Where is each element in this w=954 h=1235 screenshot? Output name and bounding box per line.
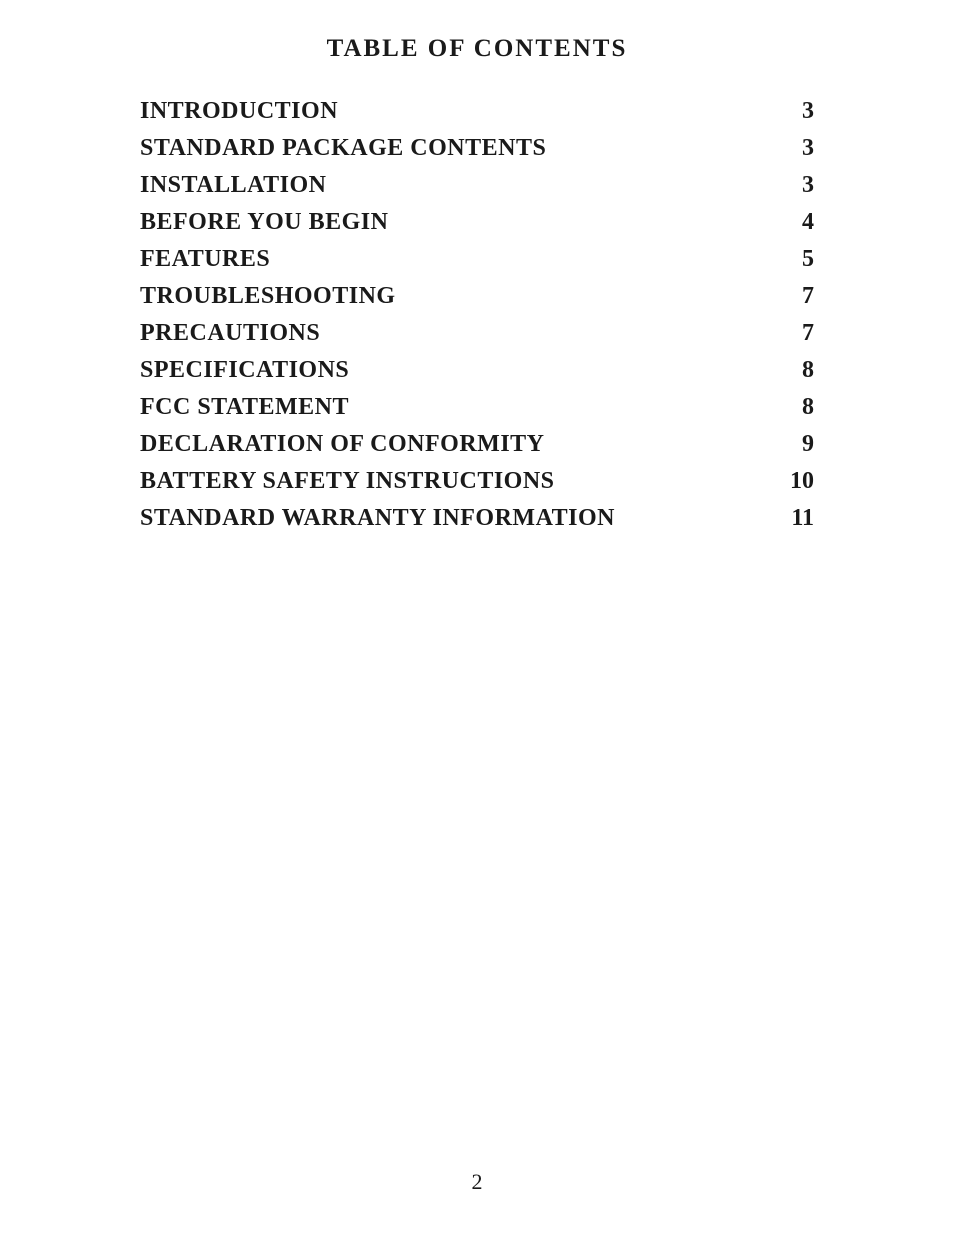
toc-label: FCC STATEMENT <box>140 394 349 421</box>
toc-row: BEFORE YOU BEGIN 4 <box>140 209 814 236</box>
toc-list: INTRODUCTION 3 STANDARD PACKAGE CONTENTS… <box>140 98 814 532</box>
toc-label: STANDARD WARRANTY INFORMATION <box>140 505 615 532</box>
toc-label: TROUBLESHOOTING <box>140 283 396 310</box>
toc-page: 8 <box>774 394 814 421</box>
page-title: TABLE OF CONTENTS <box>140 35 814 63</box>
toc-page: 7 <box>774 320 814 347</box>
toc-page: 9 <box>774 431 814 458</box>
toc-label: SPECIFICATIONS <box>140 357 349 384</box>
toc-label: BATTERY SAFETY INSTRUCTIONS <box>140 468 555 495</box>
toc-row: INTRODUCTION 3 <box>140 98 814 125</box>
toc-label: INTRODUCTION <box>140 98 338 125</box>
toc-page: 7 <box>774 283 814 310</box>
toc-page: 10 <box>774 468 814 495</box>
toc-label: FEATURES <box>140 246 270 273</box>
toc-row: TROUBLESHOOTING 7 <box>140 283 814 310</box>
toc-row: DECLARATION OF CONFORMITY 9 <box>140 431 814 458</box>
toc-label: STANDARD PACKAGE CONTENTS <box>140 135 546 162</box>
toc-row: INSTALLATION 3 <box>140 172 814 199</box>
toc-page: 11 <box>774 505 814 532</box>
toc-page: 3 <box>774 98 814 125</box>
toc-page: 3 <box>774 135 814 162</box>
toc-row: BATTERY SAFETY INSTRUCTIONS 10 <box>140 468 814 495</box>
toc-row: FEATURES 5 <box>140 246 814 273</box>
toc-page: 3 <box>774 172 814 199</box>
page-number: 2 <box>0 1169 954 1195</box>
toc-page: 8 <box>774 357 814 384</box>
toc-page: 5 <box>774 246 814 273</box>
page-container: TABLE OF CONTENTS INTRODUCTION 3 STANDAR… <box>0 0 954 1235</box>
toc-row: STANDARD PACKAGE CONTENTS 3 <box>140 135 814 162</box>
toc-row: STANDARD WARRANTY INFORMATION 11 <box>140 505 814 532</box>
toc-label: DECLARATION OF CONFORMITY <box>140 431 545 458</box>
toc-row: SPECIFICATIONS 8 <box>140 357 814 384</box>
toc-label: PRECAUTIONS <box>140 320 320 347</box>
toc-label: BEFORE YOU BEGIN <box>140 209 388 236</box>
toc-page: 4 <box>774 209 814 236</box>
toc-row: FCC STATEMENT 8 <box>140 394 814 421</box>
toc-label: INSTALLATION <box>140 172 327 199</box>
toc-row: PRECAUTIONS 7 <box>140 320 814 347</box>
